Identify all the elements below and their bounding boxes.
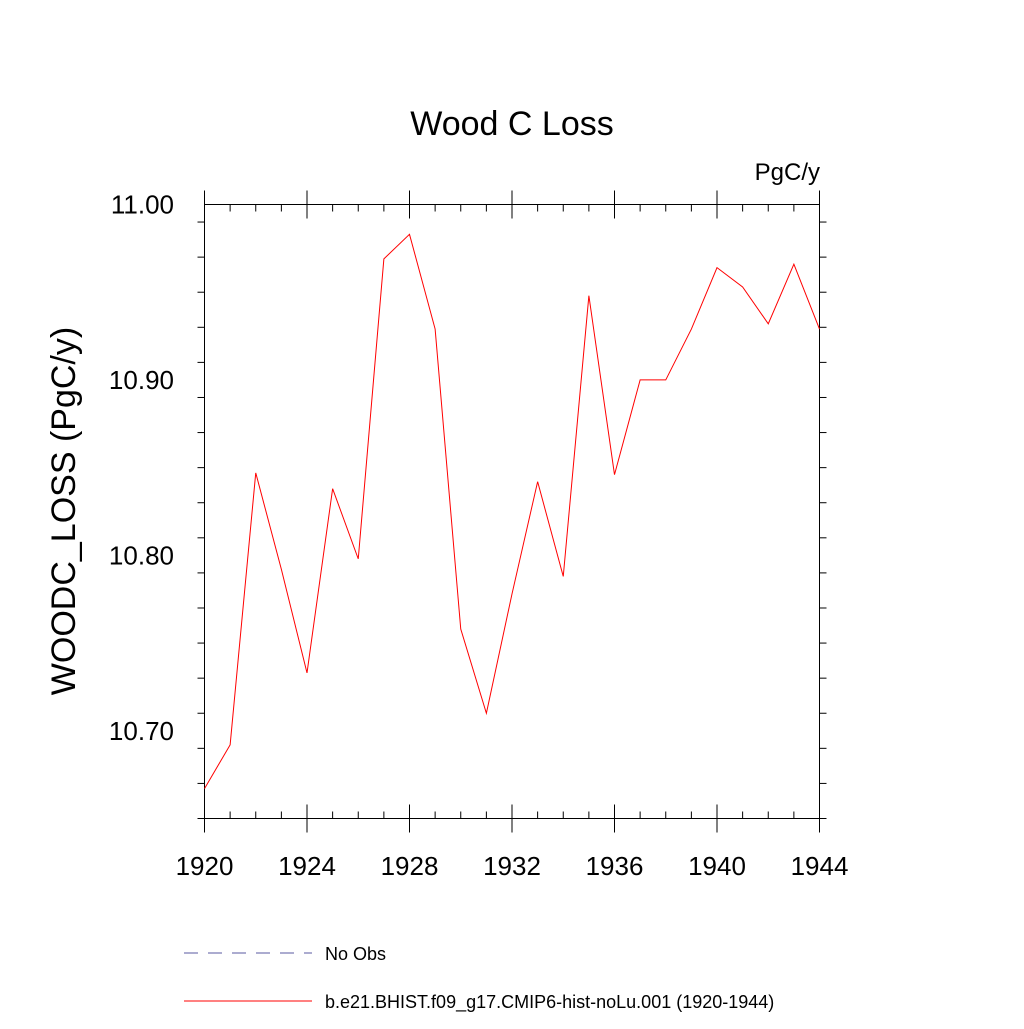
x-axis-ticks: 1920 1924 1928 1932 1936 1940 1944 [176,190,849,881]
x-tick-label: 1920 [176,851,234,881]
legend-label-1: b.e21.BHIST.f09_g17.CMIP6-hist-noLu.001 … [325,992,774,1013]
y-tick-label: 11.00 [111,190,174,220]
y-tick-label: 10.70 [109,716,174,746]
x-tick-label: 1944 [791,851,849,881]
y-tick-label: 10.90 [109,365,174,395]
legend: No Obs b.e21.BHIST.f09_g17.CMIP6-hist-noL… [184,944,774,1013]
legend-label-0: No Obs [325,944,386,964]
x-tick-label: 1928 [381,851,439,881]
x-tick-label: 1924 [278,851,336,881]
y-axis-label: WOODC_LOSS (PgC/y) [45,327,83,695]
plot-border [204,204,820,819]
x-tick-label: 1932 [483,851,541,881]
y-tick-label: 10.80 [109,540,174,570]
units-label: PgC/y [755,159,820,186]
plot-frame [204,204,820,819]
x-tick-label: 1940 [688,851,746,881]
series-line-1 [204,233,820,789]
chart-title: Wood C Loss [410,105,613,143]
y-axis-ticks: 10.70 10.80 10.90 11.00 [109,190,827,819]
series-layer [204,233,820,789]
x-tick-label: 1936 [586,851,644,881]
